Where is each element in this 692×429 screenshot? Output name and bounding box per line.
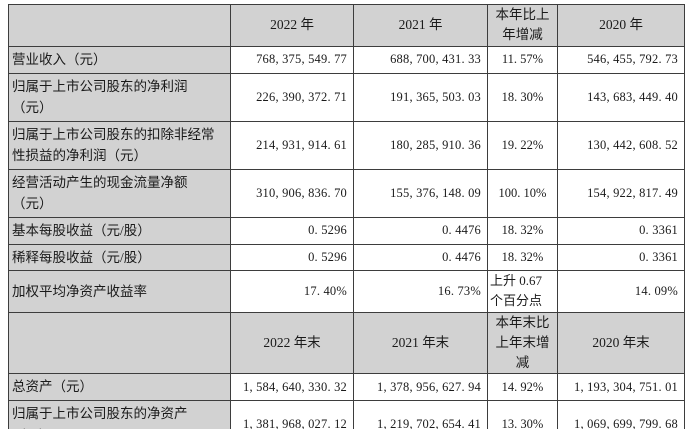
year-end-header-row: 2022 年末 2021 年末 本年末比上年末增减 2020 年末 [8,311,685,375]
row-operating-cash-flow: 经营活动产生的现金流量净额（元） 310, 906, 836. 70 155, … [8,168,685,219]
row-label: 经营活动产生的现金流量净额（元） [8,168,231,219]
change-value: 100. 10% [487,168,558,219]
value-2022: 768, 375, 549. 77 [230,45,354,74]
row-label: 加权平均净资产收益率 [8,270,231,313]
change-value: 13. 30% [487,400,558,429]
value-2020: 1, 193, 304, 751. 01 [557,373,685,402]
header-yoy-change: 本年比上年增减 [487,4,558,47]
value-2022: 226, 390, 372. 71 [230,72,354,122]
value-2020: 0. 3361 [557,243,685,272]
row-label: 归属于上市公司股东的扣除非经常性损益的净利润（元） [8,120,231,170]
value-2020: 143, 683, 449. 40 [557,72,685,122]
header-blank-cell [8,4,231,47]
header-year-end-2022: 2022 年末 [230,311,354,375]
value-2022: 17. 40% [230,270,354,313]
row-label: 稀释每股收益（元/股） [8,243,231,272]
header-blank-cell [8,311,231,375]
row-label: 基本每股收益（元/股） [8,217,231,245]
header-year-2022: 2022 年 [230,4,354,47]
value-2022: 214, 931, 914. 61 [230,120,354,170]
row-label: 营业收入（元） [8,45,231,74]
value-2020: 0. 3361 [557,217,685,245]
row-label: 总资产（元） [8,373,231,402]
value-2022: 0. 5296 [230,243,354,272]
value-2021: 688, 700, 431. 33 [353,45,488,74]
row-net-profit: 归属于上市公司股东的净利润（元） 226, 390, 372. 71 191, … [8,72,685,122]
value-2022: 0. 5296 [230,217,354,245]
header-year-end-change: 本年末比上年末增减 [487,311,558,375]
row-label: 归属于上市公司股东的净利润（元） [8,72,231,122]
value-2020: 14. 09% [557,270,685,313]
value-2021: 191, 365, 503. 03 [353,72,488,122]
row-label: 归属于上市公司股东的净资产（元） [8,400,231,429]
row-net-profit-excl-nonrecurring: 归属于上市公司股东的扣除非经常性损益的净利润（元） 214, 931, 914.… [8,120,685,170]
value-2022: 1, 381, 968, 027. 12 [230,400,354,429]
value-2021: 155, 376, 148. 09 [353,168,488,219]
value-2022: 1, 584, 640, 330. 32 [230,373,354,402]
change-value: 上升 0.67 个百分点 [487,270,558,313]
value-2022: 310, 906, 836. 70 [230,168,354,219]
value-2020: 546, 455, 792. 73 [557,45,685,74]
annual-header-row: 2022 年 2021 年 本年比上年增减 2020 年 [8,4,685,47]
value-2020: 1, 069, 699, 799. 68 [557,400,685,429]
header-year-end-2020: 2020 年末 [557,311,685,375]
change-value: 19. 22% [487,120,558,170]
change-value: 18. 30% [487,72,558,122]
row-net-assets: 归属于上市公司股东的净资产（元） 1, 381, 968, 027. 12 1,… [8,400,685,429]
value-2020: 154, 922, 817. 49 [557,168,685,219]
value-2021: 0. 4476 [353,243,488,272]
value-2021: 1, 378, 956, 627. 94 [353,373,488,402]
value-2021: 1, 219, 702, 654. 41 [353,400,488,429]
change-value: 14. 92% [487,373,558,402]
header-year-2020: 2020 年 [557,4,685,47]
value-2021: 16. 73% [353,270,488,313]
row-total-assets: 总资产（元） 1, 584, 640, 330. 32 1, 378, 956,… [8,373,685,402]
change-value: 11. 57% [487,45,558,74]
value-2020: 130, 442, 608. 52 [557,120,685,170]
value-2021: 0. 4476 [353,217,488,245]
header-year-2021: 2021 年 [353,4,488,47]
row-basic-eps: 基本每股收益（元/股） 0. 5296 0. 4476 18. 32% 0. 3… [8,217,685,245]
row-operating-revenue: 营业收入（元） 768, 375, 549. 77 688, 700, 431.… [8,45,685,74]
row-diluted-eps: 稀释每股收益（元/股） 0. 5296 0. 4476 18. 32% 0. 3… [8,243,685,272]
change-value: 18. 32% [487,217,558,245]
financial-summary-table: 2022 年 2021 年 本年比上年增减 2020 年 营业收入（元） 768… [8,4,685,429]
change-value: 18. 32% [487,243,558,272]
row-weighted-avg-roe: 加权平均净资产收益率 17. 40% 16. 73% 上升 0.67 个百分点 … [8,270,685,313]
header-year-end-2021: 2021 年末 [353,311,488,375]
value-2021: 180, 285, 910. 36 [353,120,488,170]
